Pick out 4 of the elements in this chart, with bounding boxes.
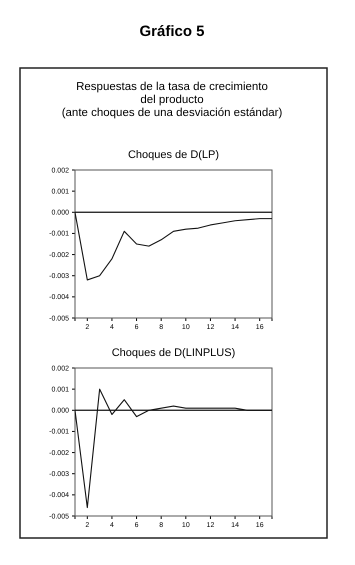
text: Gráfico 5 xyxy=(139,23,205,40)
text: Respuestas de la tasa de crecimiento del producto (ante choques de una desviación estándar) xyxy=(62,81,282,119)
chart-title: Choques de D(LP) xyxy=(128,149,220,161)
chart-title: Choques de D(LINPLUS) xyxy=(112,347,236,359)
